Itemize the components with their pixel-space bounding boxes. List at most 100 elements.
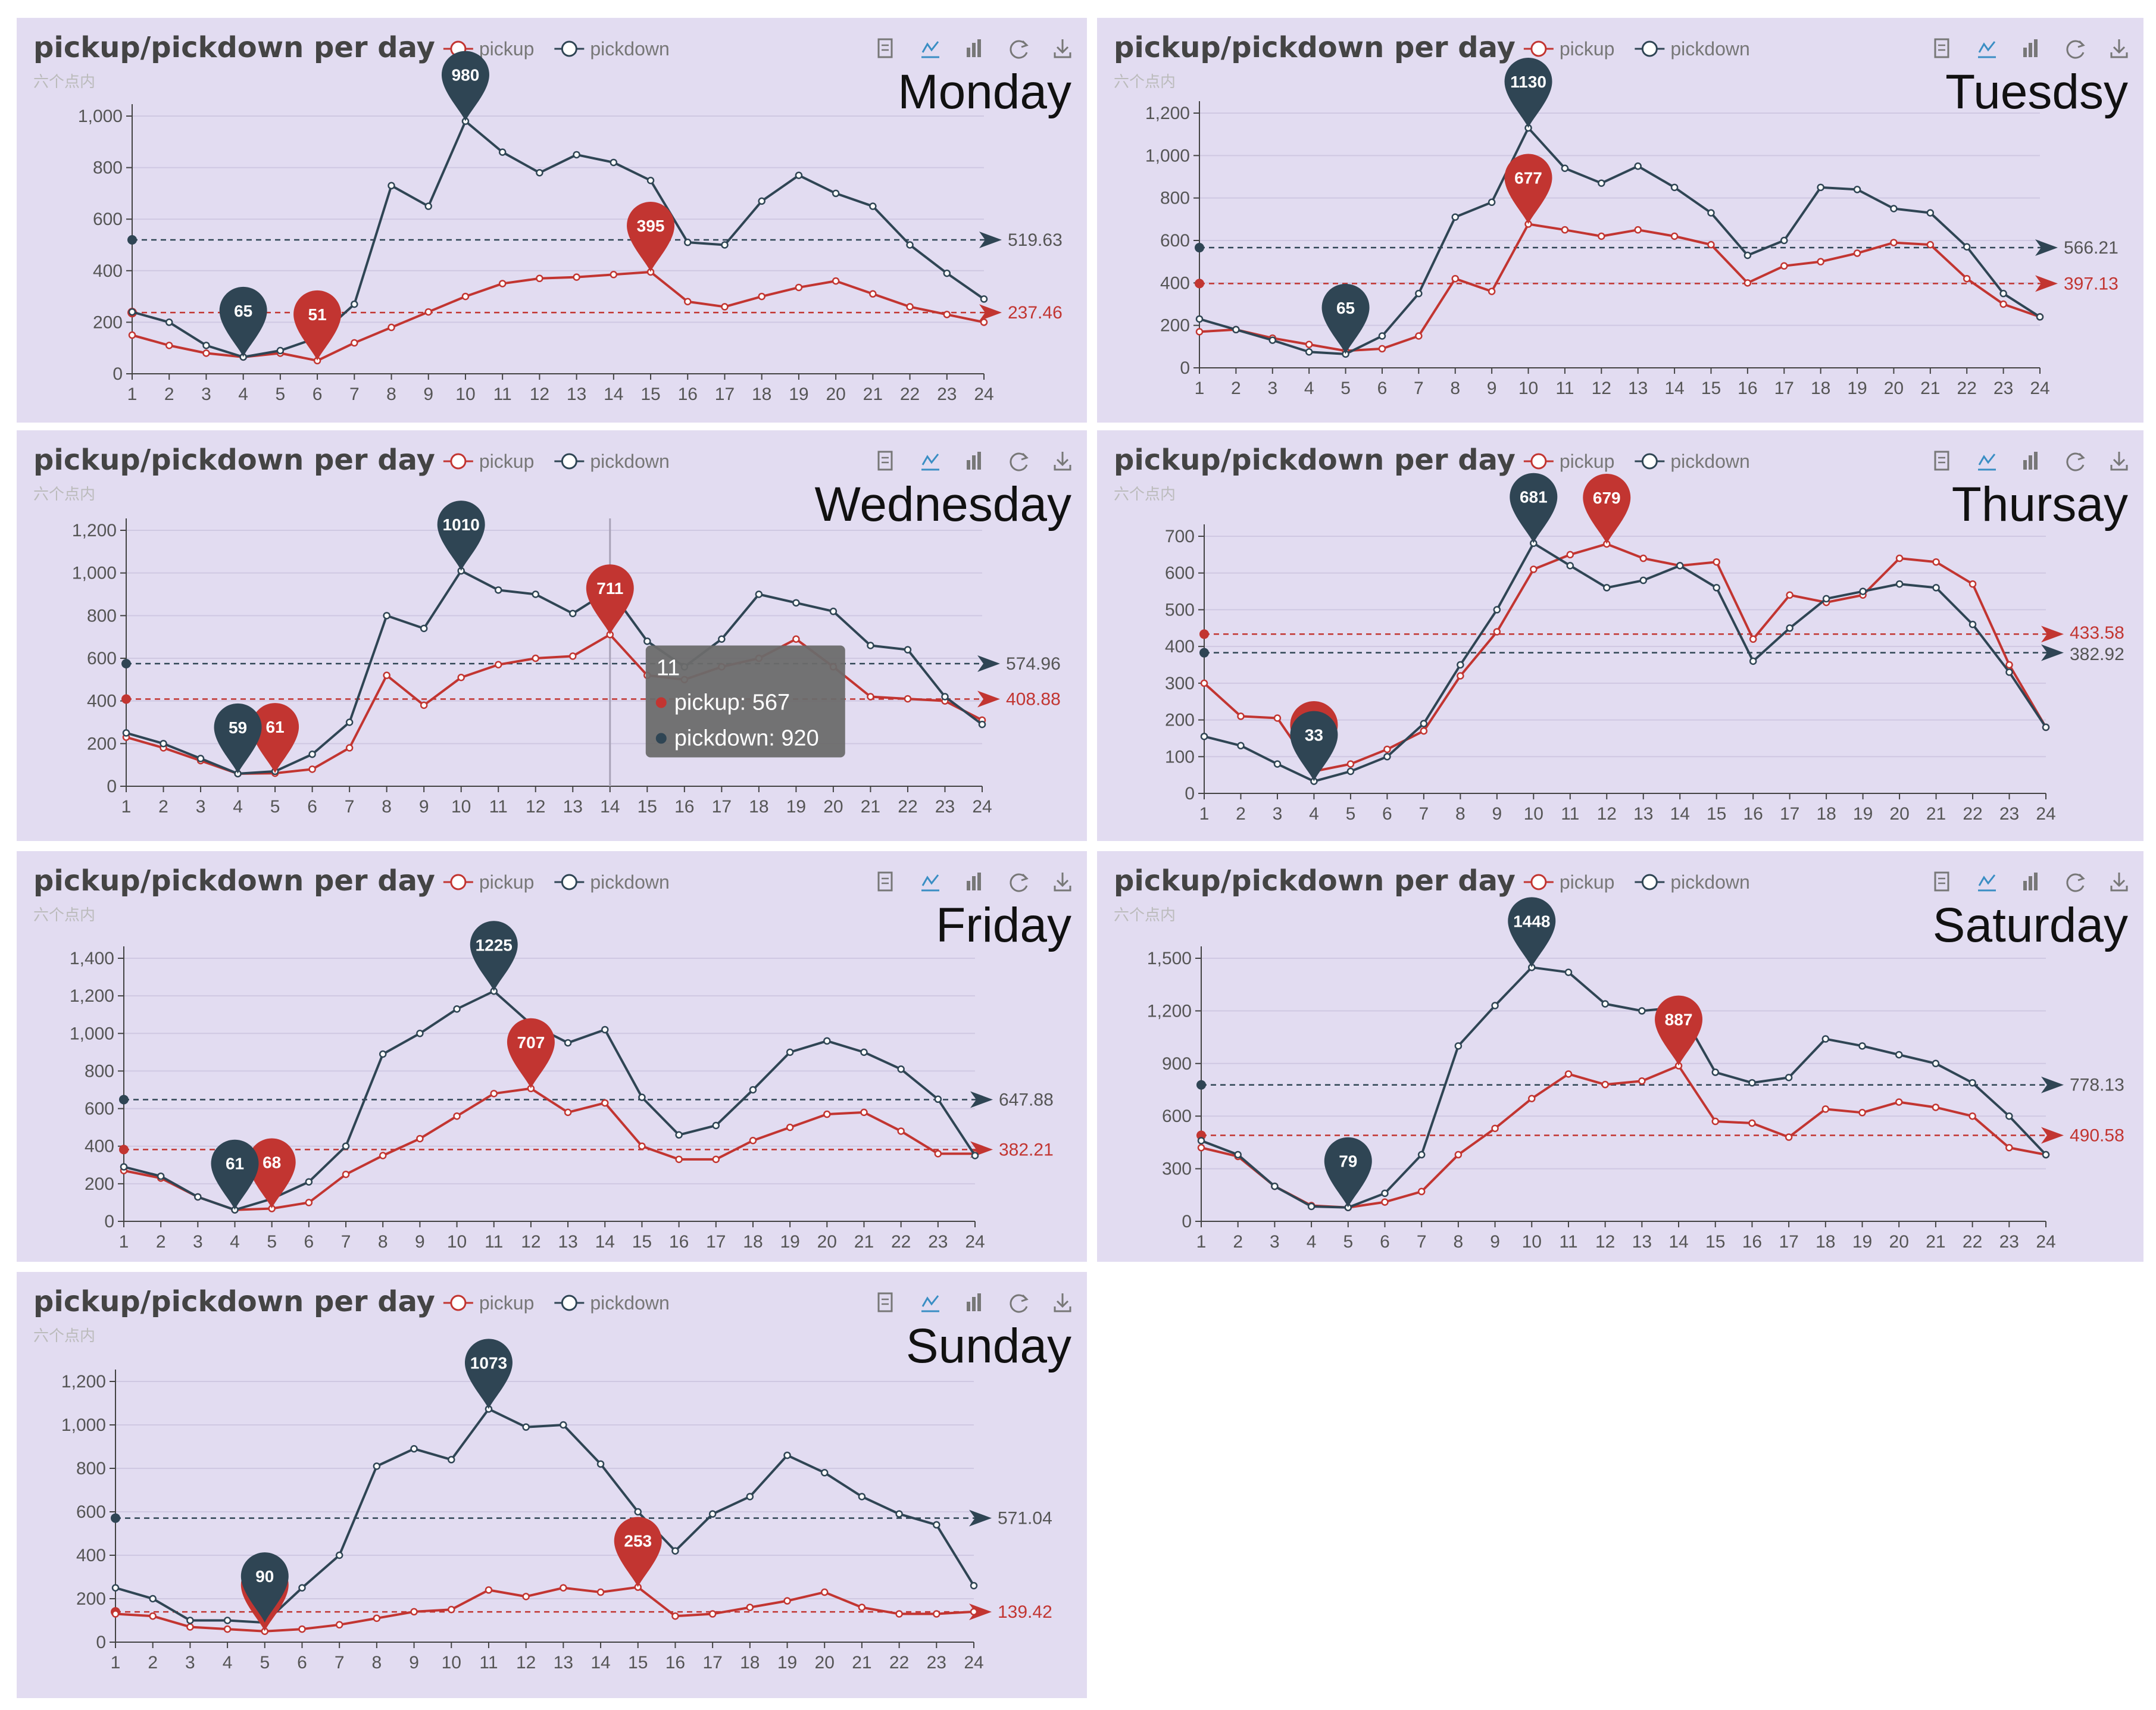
bar-chart-switch-icon-bar [977, 1293, 981, 1311]
restore-icon[interactable] [1010, 452, 1029, 471]
chart-subtitle: 六个点内 [33, 73, 95, 90]
x-tick-label: 21 [1926, 804, 1946, 824]
save-image-icon[interactable] [1054, 39, 1071, 58]
x-tick-label: 21 [861, 797, 880, 817]
pickdown-data-point [2005, 668, 2013, 676]
data-view-icon[interactable] [877, 451, 893, 471]
pickdown-data-point [1232, 326, 1240, 334]
legend-item-pickup[interactable]: pickup [443, 1292, 535, 1314]
x-tick-label: 24 [2036, 804, 2055, 824]
pickup-data-point [675, 1155, 683, 1164]
bar-chart-switch-icon[interactable] [2023, 452, 2038, 470]
y-tick-label: 0 [96, 1633, 106, 1652]
legend-item-pickdown[interactable]: pickdown [554, 38, 670, 60]
line-chart-switch-icon[interactable] [1978, 41, 1996, 58]
pickdown-min-marker-pin [214, 703, 262, 774]
tooltip: 11 pickup: 567 pickdown: 920 [645, 645, 845, 758]
restore-icon[interactable] [1010, 873, 1029, 892]
pickup-data-point [1786, 591, 1793, 599]
legend-item-pickup[interactable]: pickup [1523, 38, 1615, 60]
data-view-icon-frame [1934, 38, 1949, 58]
data-view-icon[interactable] [877, 1292, 893, 1312]
pickdown-data-point [1457, 661, 1464, 669]
x-tick-label: 23 [928, 1232, 948, 1252]
bar-chart-switch-icon[interactable] [967, 873, 981, 890]
x-tick-label: 23 [935, 797, 955, 817]
pickdown-data-point [1564, 968, 1573, 976]
legend-item-pickup[interactable]: pickup [1523, 871, 1615, 893]
pickdown-average-arrow [969, 1509, 992, 1527]
pickdown-data-point [1638, 1007, 1646, 1015]
legend-item-pickdown[interactable]: pickdown [554, 871, 670, 893]
legend-item-pickup[interactable]: pickup [443, 451, 535, 472]
save-image-icon[interactable] [2110, 452, 2128, 471]
legend-item-pickdown[interactable]: pickdown [554, 451, 670, 472]
legend-item-pickdown[interactable]: pickdown [1635, 38, 1750, 60]
x-tick-label: 23 [1999, 804, 2019, 824]
pickdown-data-point [601, 1026, 609, 1034]
bar-chart-switch-icon[interactable] [967, 1293, 981, 1311]
pickdown-data-point [373, 1462, 381, 1470]
x-tick-label: 19 [1847, 379, 1867, 398]
legend-item-pickdown[interactable]: pickdown [1635, 871, 1750, 893]
line-chart-switch-icon-path [1978, 41, 1996, 53]
pickup-data-point [712, 1155, 720, 1164]
data-view-icon[interactable] [877, 871, 893, 892]
y-tick-label: 400 [85, 1137, 114, 1156]
pickdown-average-arrow [2035, 239, 2058, 257]
save-image-icon[interactable] [1054, 873, 1071, 892]
restore-icon[interactable] [2066, 40, 2085, 59]
legend-item-pickup[interactable]: pickup [443, 871, 535, 893]
pickdown-data-point [1749, 657, 1757, 665]
y-tick-label: 400 [93, 261, 123, 281]
pickdown-data-point [351, 300, 358, 308]
x-tick-label: 16 [1738, 379, 1757, 398]
x-tick-label: 4 [1307, 1232, 1317, 1252]
restore-icon[interactable] [1010, 40, 1029, 59]
y-tick-label: 200 [76, 1589, 106, 1609]
pickup-data-point [111, 1610, 120, 1618]
x-tick-label: 13 [563, 797, 583, 817]
legend-item-pickdown[interactable]: pickdown [554, 1292, 670, 1314]
line-chart-switch-icon[interactable] [921, 874, 939, 892]
line-chart-switch-icon[interactable] [921, 454, 939, 471]
legend-item-pickdown[interactable]: pickdown [1635, 451, 1750, 472]
x-tick-label: 4 [233, 797, 243, 817]
x-tick-label: 18 [749, 797, 768, 817]
line-chart-switch-icon[interactable] [921, 1295, 939, 1312]
pickdown-min-marker: 65 [1321, 283, 1370, 354]
pickup-data-point [1932, 558, 1940, 566]
x-tick-label: 2 [1236, 804, 1246, 824]
save-image-icon[interactable] [2110, 873, 2128, 892]
bar-chart-switch-icon[interactable] [2023, 873, 2038, 890]
bar-chart-switch-icon[interactable] [967, 39, 981, 57]
line-chart-switch-icon[interactable] [1978, 454, 1996, 471]
data-view-icon[interactable] [1934, 38, 1949, 58]
x-tick-label: 6 [313, 384, 323, 404]
restore-icon[interactable] [2066, 452, 2085, 471]
chart-subtitle: 六个点内 [1114, 73, 1176, 90]
tooltip-pickup-value: pickup: 567 [674, 690, 790, 715]
bar-chart-switch-icon[interactable] [967, 452, 981, 470]
save-image-icon[interactable] [2110, 39, 2128, 58]
pickup-data-point [943, 311, 951, 318]
line-chart-switch-icon[interactable] [921, 41, 939, 58]
legend-item-pickup[interactable]: pickup [1523, 451, 1615, 472]
legend-item-pickup[interactable]: pickup [443, 38, 535, 60]
y-tick-label: 1,200 [72, 521, 117, 540]
data-view-icon[interactable] [877, 38, 893, 58]
save-image-icon[interactable] [1054, 1293, 1071, 1312]
pickdown-data-point [1711, 1068, 1719, 1076]
pickdown-data-point [1743, 251, 1752, 260]
save-image-icon[interactable] [1054, 452, 1071, 471]
pickdown-max-marker-pin [470, 921, 518, 992]
x-tick-label: 14 [604, 384, 623, 404]
restore-icon[interactable] [1010, 1294, 1029, 1313]
pickdown-data-point [1307, 1202, 1316, 1211]
restore-icon[interactable] [2066, 873, 2085, 892]
pickdown-data-point [1676, 562, 1684, 570]
data-view-icon[interactable] [1934, 871, 1949, 892]
data-view-icon[interactable] [1934, 451, 1949, 471]
line-chart-switch-icon[interactable] [1978, 874, 1996, 892]
bar-chart-switch-icon[interactable] [2023, 39, 2038, 57]
